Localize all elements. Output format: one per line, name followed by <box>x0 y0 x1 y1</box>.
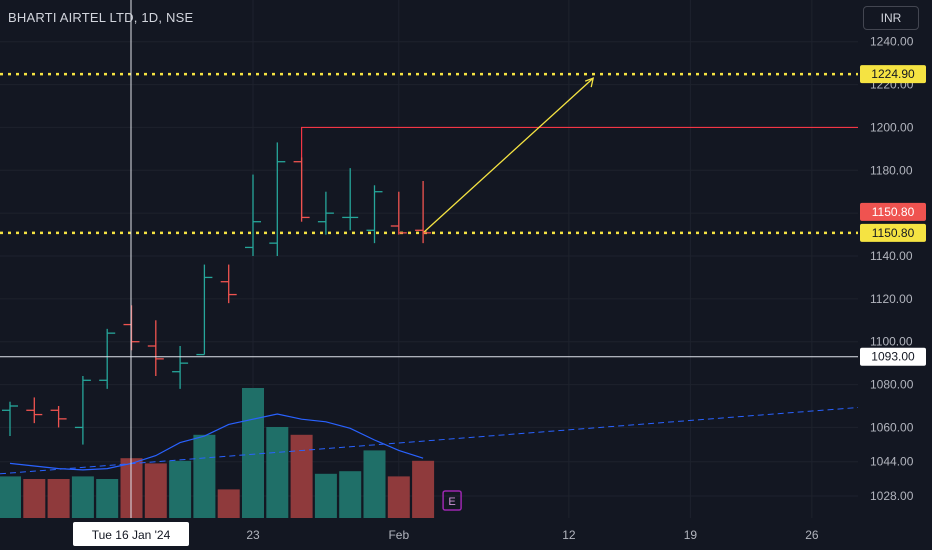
ohlc-bars <box>2 142 432 445</box>
volume-bar <box>47 479 70 518</box>
price-tick-label: 1080.00 <box>870 378 914 392</box>
resistance-line <box>301 126 858 218</box>
price-tick-label: 1028.00 <box>870 489 914 503</box>
price-tick-label: 1100.00 <box>870 335 913 349</box>
price-tick-label: 1060.00 <box>870 420 914 434</box>
volume-bar <box>217 489 240 518</box>
price-tick-label: 1200.00 <box>870 120 914 134</box>
volume-bar <box>169 460 192 518</box>
volume-bar <box>96 479 119 518</box>
time-tick-label: 26 <box>805 528 819 542</box>
volume-trend-line <box>0 407 859 475</box>
time-tick-label: 19 <box>684 528 698 542</box>
price-tick-label: 1120.00 <box>870 292 913 306</box>
currency-button[interactable]: INR <box>863 6 919 30</box>
price-axis-bg <box>858 0 932 550</box>
volume-bar <box>193 434 216 518</box>
crosshair <box>0 0 858 524</box>
volume-bar <box>266 427 289 518</box>
drawing-layer <box>0 72 858 235</box>
volume-histogram: E <box>0 388 859 518</box>
volume-bar <box>144 463 167 518</box>
crosshair-date-tag: Tue 16 Jan '24 <box>92 528 171 542</box>
level-price-tag: 1224.90 <box>871 67 915 81</box>
earnings-marker: E <box>448 496 455 508</box>
earnings-marker-box <box>442 490 462 511</box>
volume-bar <box>363 450 386 518</box>
price-tick-label: 1240.00 <box>870 35 914 49</box>
crosshair-price-tag: 1093.00 <box>871 350 915 364</box>
time-tick-label: 23 <box>246 528 260 542</box>
last-price-tag-bg <box>860 202 926 221</box>
price-tick-label: 1140.00 <box>870 249 913 263</box>
symbol-title[interactable]: BHARTI AIRTEL LTD, 1D, NSE <box>8 10 194 25</box>
crosshair-date-tag-bg <box>73 522 189 546</box>
crosshair-price-tag-bg <box>860 347 926 366</box>
trend-arrow-head <box>584 77 595 88</box>
volume-bar <box>290 434 313 518</box>
volume-ma-line <box>9 413 424 471</box>
level-price-tag: 1150.80 <box>872 226 915 240</box>
price-tick-label: 1180.00 <box>870 163 913 177</box>
volume-bar <box>71 476 94 518</box>
last-price-tag: 1150.80 <box>872 205 915 219</box>
time-axis[interactable]: 23 Feb 12 19 26 Tue 16 Jan '24 <box>0 518 858 550</box>
time-tick-label: Feb <box>388 528 409 542</box>
time-tick-label: 12 <box>562 528 576 542</box>
price-axis[interactable]: 1240.001220.001200.001180.001160.001140.… <box>858 0 932 550</box>
volume-bar <box>23 479 46 518</box>
volume-bar <box>314 473 337 518</box>
volume-bar <box>412 460 435 518</box>
level-price-tag-bg <box>860 223 926 242</box>
volume-bar <box>339 471 362 518</box>
price-tick-label: 1044.00 <box>870 455 914 469</box>
trend-arrow-line <box>422 77 594 234</box>
level-price-tag-bg <box>860 65 926 84</box>
volume-bar <box>242 388 264 518</box>
volume-bar <box>0 476 21 518</box>
volume-bar <box>387 476 410 518</box>
